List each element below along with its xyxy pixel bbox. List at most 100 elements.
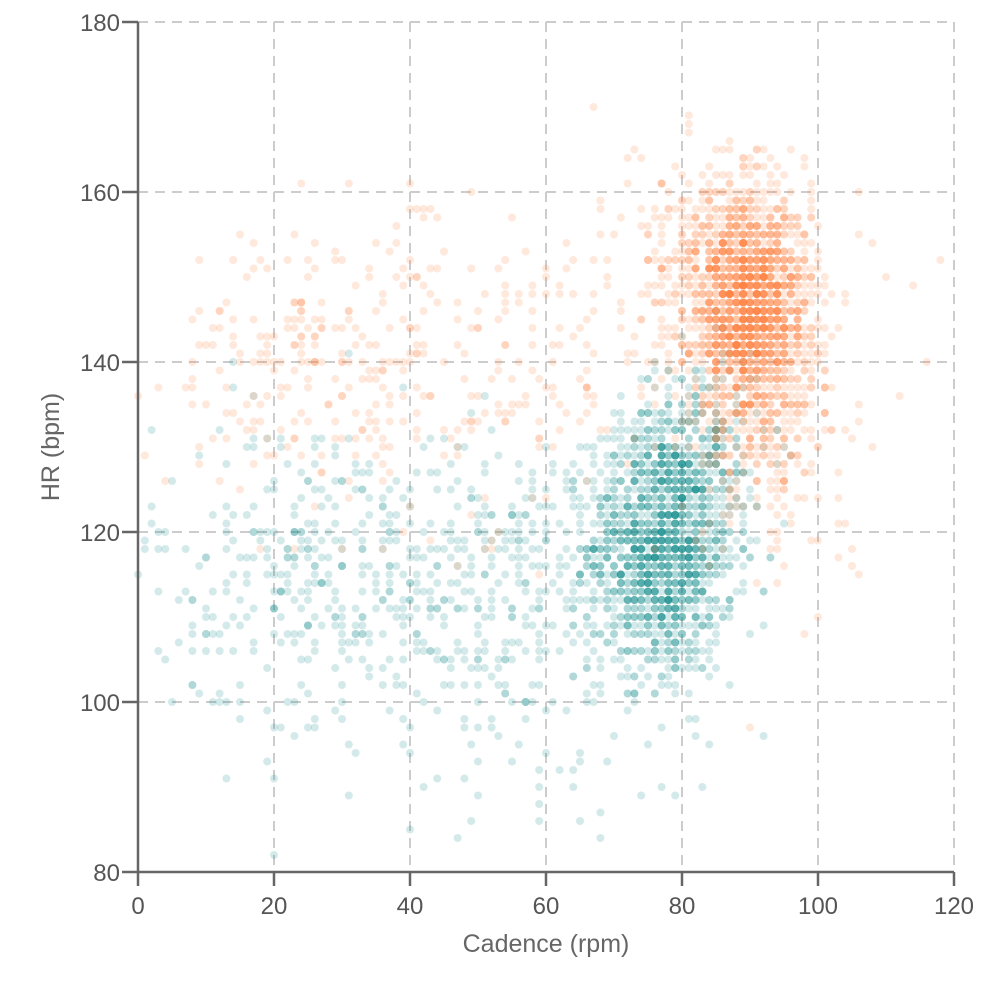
data-point (310, 315, 319, 324)
data-point (759, 307, 768, 315)
data-point (188, 383, 197, 392)
data-point (732, 434, 741, 443)
data-point (569, 766, 578, 774)
data-point (766, 553, 775, 562)
data-point (712, 443, 720, 451)
data-point (732, 281, 741, 290)
data-point (290, 298, 299, 307)
data-point (698, 298, 707, 307)
data-point (773, 332, 782, 341)
data-point (739, 315, 748, 324)
data-point (746, 273, 754, 281)
data-point (800, 230, 809, 239)
data-point (725, 468, 734, 477)
data-point (705, 460, 714, 468)
data-point (766, 332, 775, 341)
data-point (657, 417, 666, 426)
data-point (718, 409, 727, 417)
data-point (712, 553, 720, 562)
data-point (684, 553, 693, 562)
data-point (610, 468, 618, 477)
data-point (718, 451, 727, 460)
data-point (630, 460, 639, 468)
data-point (664, 256, 673, 264)
data-point (657, 638, 666, 647)
data-point (684, 536, 693, 545)
data-point (698, 290, 707, 298)
data-point (678, 443, 686, 451)
data-point (630, 349, 639, 358)
data-point (698, 519, 707, 528)
data-point (650, 494, 659, 502)
data-point (705, 562, 714, 570)
data-point (637, 409, 646, 417)
data-point (807, 366, 816, 375)
data-point (514, 536, 523, 545)
data-point (691, 570, 700, 579)
data-point (637, 621, 646, 630)
data-point (671, 681, 680, 689)
data-point (453, 341, 462, 349)
data-point (419, 213, 428, 222)
data-point (480, 528, 489, 536)
data-point (378, 298, 387, 307)
data-point (739, 281, 748, 290)
data-point (773, 298, 782, 307)
data-point (528, 604, 537, 613)
data-point (358, 375, 367, 383)
data-point (657, 281, 666, 290)
data-point (222, 579, 231, 587)
data-point (542, 647, 550, 655)
data-point (759, 341, 768, 349)
data-point (657, 519, 666, 528)
data-point (671, 647, 680, 655)
data-point (297, 587, 306, 596)
data-point (664, 545, 673, 553)
data-point (582, 383, 591, 392)
data-point (698, 562, 707, 570)
data-point (725, 298, 734, 307)
data-point (283, 553, 292, 562)
data-point (514, 562, 523, 570)
data-point (718, 239, 727, 247)
data-point (385, 536, 394, 545)
data-point (725, 332, 734, 341)
data-point (630, 545, 639, 553)
data-point (766, 222, 775, 230)
data-point (657, 536, 666, 545)
data-point (331, 664, 340, 672)
data-point (576, 375, 584, 383)
data-point (426, 205, 435, 213)
data-point (725, 485, 734, 494)
data-point (650, 281, 659, 290)
x-tick-label: 20 (261, 893, 288, 920)
data-point (440, 545, 448, 553)
data-point (589, 256, 598, 264)
data-point (270, 485, 278, 494)
data-point (684, 392, 693, 400)
data-point (637, 460, 646, 468)
data-point (671, 511, 680, 519)
data-point (664, 579, 673, 587)
data-point (630, 528, 639, 536)
data-point (664, 553, 673, 562)
data-point (766, 315, 775, 324)
data-point (304, 477, 312, 485)
data-point (596, 230, 605, 239)
data-point (691, 494, 700, 502)
data-point (616, 570, 625, 579)
data-point (317, 536, 326, 545)
data-point (494, 732, 503, 740)
data-point (759, 256, 768, 264)
data-point (331, 256, 340, 264)
data-point (678, 596, 686, 604)
data-point (786, 383, 795, 392)
data-point (780, 332, 788, 341)
data-point (718, 205, 727, 213)
data-point (399, 392, 408, 400)
data-point (807, 400, 816, 409)
data-point (392, 477, 401, 485)
data-point (664, 562, 673, 570)
data-point (732, 324, 741, 332)
data-point (712, 298, 720, 307)
